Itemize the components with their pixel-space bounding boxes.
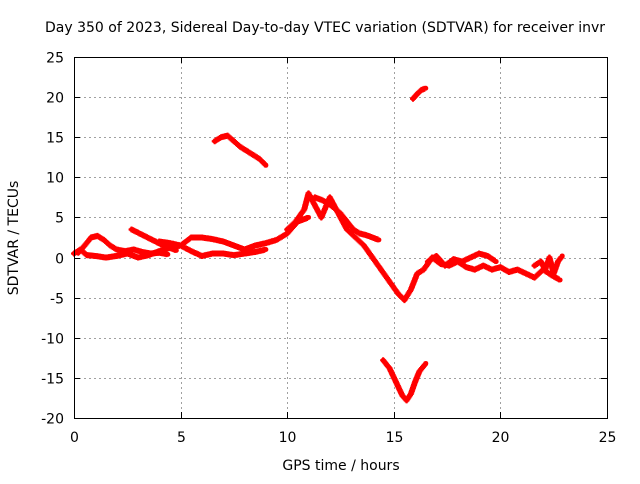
data-point: [423, 85, 429, 91]
x-tick-label: 10: [279, 430, 297, 446]
y-tick-label: 10: [46, 171, 64, 187]
data-point: [165, 251, 171, 257]
series-track-h: [380, 357, 429, 404]
series-track-i: [409, 85, 429, 102]
data-point: [557, 277, 563, 283]
x-tick-label: 25: [599, 430, 617, 446]
series-track-d: [156, 214, 312, 253]
y-tick-label: 25: [46, 51, 64, 67]
data-point: [493, 259, 499, 265]
y-tick-label: -20: [41, 412, 64, 428]
series-track-b: [75, 232, 171, 258]
y-tick-label: 5: [55, 211, 64, 227]
series-track-l: [531, 253, 565, 277]
x-tick-label: 0: [70, 430, 79, 446]
x-axis-label: GPS time / hours: [282, 458, 399, 474]
series-track-e: [211, 132, 269, 168]
data-point: [376, 237, 382, 243]
x-tick-label: 15: [386, 430, 404, 446]
data-marks: [71, 85, 565, 404]
plot-frame: [74, 57, 608, 419]
series-track-k: [424, 250, 499, 269]
y-tick-label: 15: [46, 131, 64, 147]
y-tick-label: 20: [46, 91, 64, 107]
series-track-g: [311, 194, 382, 243]
data-point: [306, 214, 312, 220]
y-tick-label: -10: [41, 332, 64, 348]
data-point: [559, 253, 565, 259]
y-tick-label: -5: [50, 292, 64, 308]
data-point: [263, 247, 269, 253]
data-point: [173, 247, 179, 253]
y-tick-label: -15: [41, 372, 64, 388]
y-tick-label: 0: [55, 252, 64, 268]
y-axis-label: SDTVAR / TECUs: [6, 181, 22, 296]
data-point: [423, 360, 429, 366]
chart-title: Day 350 of 2023, Sidereal Day-to-day VTE…: [45, 20, 605, 36]
data-point: [263, 162, 269, 168]
x-tick-label: 20: [492, 430, 510, 446]
x-tick-label: 5: [177, 430, 186, 446]
series-track-f: [284, 190, 427, 304]
axis-ticks: 0 5 10 15 20 25 -20 -15 -10 -5 0 5 10 15 20 25: [41, 51, 616, 447]
